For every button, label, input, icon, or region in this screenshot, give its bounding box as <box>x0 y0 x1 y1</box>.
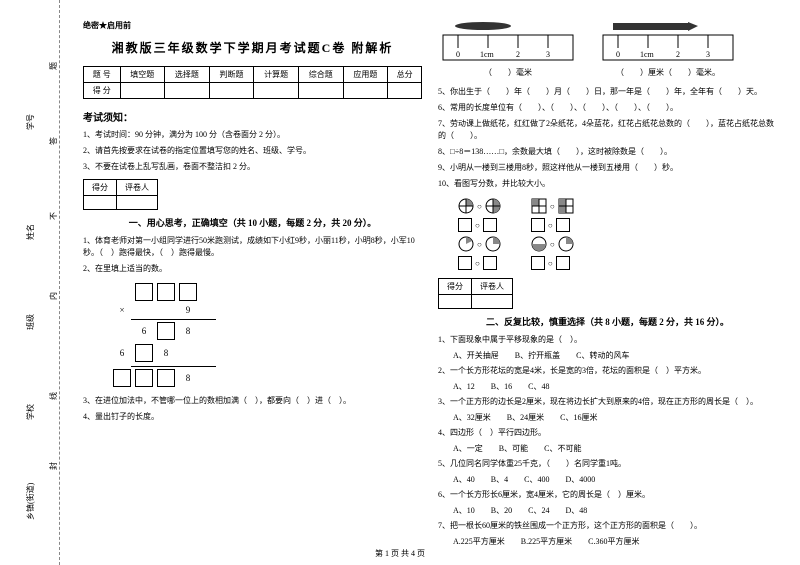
th-1: 填空题 <box>120 67 165 83</box>
row-label: 得 分 <box>84 83 121 99</box>
section2-title: 二、反复比较，慎重选择（共 8 小题，每题 2 分，共 16 分）。 <box>438 315 777 328</box>
notice-1: 1、考试时间：90 分钟，满分为 100 分（含卷面分 2 分）。 <box>83 129 422 141</box>
s2q6: 6、一个长方形长6厘米，宽4厘米，它的周长是（ ）厘米。 <box>438 489 777 501</box>
s2q4: 4、四边形（ ）平行四边形。 <box>438 427 777 439</box>
mini-score-1: 得分 评卷人 <box>83 179 158 210</box>
bind-label-1: 学校 <box>25 404 36 420</box>
bind-marker-0: 封 <box>48 462 59 470</box>
q8: 8、□÷8＝138……□，余数最大填（ ），这时被除数是（ ）。 <box>438 146 777 158</box>
calc-grid: × 9 6 8 6 8 <box>113 283 422 387</box>
s2q3: 3、一个正方形的边长是2厘米，现在将边长扩大到原来的4倍，现在正方形的周长是（ … <box>438 396 777 408</box>
s2q1-opts: A、开关抽屉 B、拧开瓶盖 C、转动的风车 <box>453 350 777 361</box>
bind-marker-4: 答 <box>48 137 59 145</box>
q4: 4、量出钉子的长度。 <box>83 411 422 423</box>
bind-label-3: 姓名 <box>25 224 36 240</box>
mult-sign: × <box>113 305 131 315</box>
bind-label-0: 乡镇(街道) <box>25 483 36 520</box>
s2q2: 2、一个长方形花坛的宽是4米，长是宽的3倍，花坛的面积是（ ）平方米。 <box>438 365 777 377</box>
th-3: 判断题 <box>209 67 254 83</box>
s2q5-opts: A、40 B、4 C、400 D、4000 <box>453 474 777 485</box>
q9: 9、小明从一楼到三楼用8秒，照这样他从一楼到五楼用（ ）秒。 <box>438 162 777 174</box>
svg-text:1cm: 1cm <box>480 50 495 59</box>
svg-text:1cm: 1cm <box>640 50 655 59</box>
bind-label-2: 班级 <box>25 314 36 330</box>
q3: 3、在进位加法中，不管哪一位上的数相加满（ ），都要向（ ）进（ ）。 <box>83 395 422 407</box>
q2: 2、在里填上适当的数。 <box>83 263 422 275</box>
nine: 9 <box>179 305 197 315</box>
ms-col2: 评卷人 <box>117 180 158 196</box>
six2: 6 <box>113 348 131 358</box>
s2q6-opts: A、10 B、20 C、24 D、48 <box>453 505 777 516</box>
exam-title: 湘教版三年级数学下学期月考试题C卷 附解析 <box>83 39 422 56</box>
s2q4-opts: A、一定 B、可能 C、不可能 <box>453 443 777 454</box>
ruler-1: 0 1cm 2 3 （ ）毫米 <box>438 20 578 78</box>
left-column: 绝密★启用前 湘教版三年级数学下学期月考试题C卷 附解析 题 号 填空题 选择题… <box>75 20 430 555</box>
s2q1: 1、下面现象中属于平移现象的是（ ）。 <box>438 334 777 346</box>
bind-marker-5: 题 <box>48 62 59 70</box>
svg-text:2: 2 <box>676 50 680 59</box>
score-table: 题 号 填空题 选择题 判断题 计算题 综合题 应用题 总分 得 分 <box>83 66 422 99</box>
s2q2-opts: A、12 B、16 C、48 <box>453 381 777 392</box>
s2q7: 7、把一根长60厘米的铁丝围成一个正方形，这个正方形的面积是（ ）。 <box>438 520 777 532</box>
th-4: 计算题 <box>254 67 299 83</box>
q10: 10、看图写分数，并比较大小。 <box>438 178 777 190</box>
th-5: 综合题 <box>298 67 343 83</box>
q6: 6、常用的长度单位有（ ）、（ ）、（ ）、（ ）、（ ）。 <box>438 102 777 114</box>
s2q5: 5、几位同名同学体重25千克，（ ）名同学重1吨。 <box>438 458 777 470</box>
svg-text:2: 2 <box>516 50 520 59</box>
q1: 1、体育老师对第一小组同学进行50米跑测试，成绩如下小红9秒，小丽11秒，小明8… <box>83 235 422 259</box>
svg-text:3: 3 <box>546 50 550 59</box>
bind-marker-3: 不 <box>48 212 59 220</box>
s2q3-opts: A、32厘米 B、24厘米 C、16厘米 <box>453 412 777 423</box>
bind-label-4: 学号 <box>25 114 36 130</box>
secret-label: 绝密★启用前 <box>83 20 422 31</box>
notice-title: 考试须知： <box>83 109 422 124</box>
notice-2: 2、请首先按要求在试卷的指定位置填写您的姓名、班级、学号。 <box>83 145 422 157</box>
th-2: 选择题 <box>165 67 210 83</box>
q5: 5、你出生于（ ）年（ ）月（ ）日，那一年是（ ）年，全年有（ ）天。 <box>438 86 777 98</box>
svg-text:0: 0 <box>616 50 620 59</box>
notice-3: 3、不要在试卷上乱写乱画，卷面不整洁扣 2 分。 <box>83 161 422 173</box>
s2q7-opts: A.225平方厘米 B.225平方厘米 C.360平方厘米 <box>453 536 777 547</box>
six1: 6 <box>135 326 153 336</box>
th-6: 应用题 <box>343 67 388 83</box>
shapes-row: ○ ○ ○ ○ <box>458 198 777 270</box>
svg-text:3: 3 <box>706 50 710 59</box>
mini-score-2: 得分 评卷人 <box>438 278 513 309</box>
eight1: 8 <box>179 326 197 336</box>
page-footer: 第 1 页 共 4 页 <box>375 548 425 559</box>
q7: 7、劳动课上做纸花，红红做了2朵纸花，4朵蓝花，红花占纸花总数的（ ），蓝花占纸… <box>438 118 777 142</box>
ruler1-caption: （ ）毫米 <box>438 67 578 78</box>
section1-title: 一、用心思考，正确填空（共 10 小题，每题 2 分，共 20 分）。 <box>83 216 422 229</box>
ruler2-caption: （ ）厘米（ ）毫米。 <box>598 67 738 78</box>
bind-marker-2: 内 <box>48 292 59 300</box>
right-column: 0 1cm 2 3 （ ）毫米 <box>430 20 785 555</box>
ms-col1: 得分 <box>84 180 117 196</box>
th-7: 总分 <box>388 67 422 83</box>
eight3: 8 <box>179 373 197 383</box>
bind-marker-1: 线 <box>48 392 59 400</box>
ruler-2: 0 1cm 2 3 （ ）厘米（ ）毫米。 <box>598 20 738 78</box>
eight2: 8 <box>157 348 175 358</box>
svg-text:0: 0 <box>456 50 460 59</box>
th-0: 题 号 <box>84 67 121 83</box>
binding-margin: 乡镇(街道) 学校 班级 姓名 学号 封 线 内 不 答 题 <box>0 0 60 565</box>
